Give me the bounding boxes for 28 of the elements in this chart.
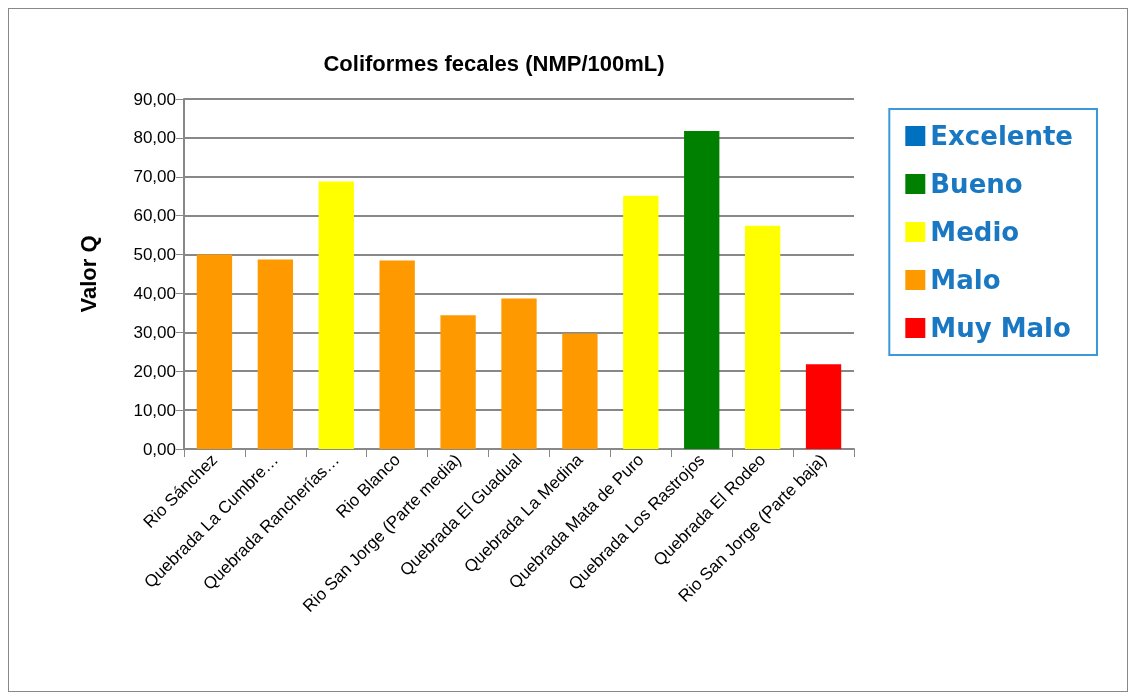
bar (623, 195, 659, 449)
bar (805, 364, 842, 449)
bar (501, 298, 537, 449)
bar (379, 260, 415, 449)
bar (562, 333, 598, 449)
legend-label: Muy Malo (930, 313, 1071, 343)
y-axis-title: Valor Q (75, 235, 101, 313)
bar (257, 259, 294, 449)
y-tick-label: 50,00 (133, 245, 176, 265)
legend-label: Bueno (930, 169, 1023, 199)
y-tick-label: 10,00 (133, 400, 176, 420)
y-tick-label: 30,00 (133, 322, 176, 342)
y-tick-label: 0,00 (142, 439, 176, 459)
bar (744, 225, 781, 449)
legend-label: Excelente (930, 121, 1074, 151)
y-tick-label: 70,00 (133, 167, 176, 187)
y-tick-label: 60,00 (133, 206, 176, 226)
bar (684, 130, 720, 449)
y-tick-label: 80,00 (133, 128, 176, 148)
legend-label: Malo (930, 265, 1001, 295)
bar (318, 181, 354, 449)
y-tick-label: 90,00 (133, 89, 176, 109)
bar (196, 254, 233, 449)
y-tick-label: 20,00 (133, 361, 176, 381)
bar (440, 315, 476, 449)
y-tick-label: 40,00 (133, 283, 176, 303)
chart-title: Coliformes fecales (NMP/100mL) (323, 50, 665, 76)
legend-label: Medio (930, 217, 1020, 247)
